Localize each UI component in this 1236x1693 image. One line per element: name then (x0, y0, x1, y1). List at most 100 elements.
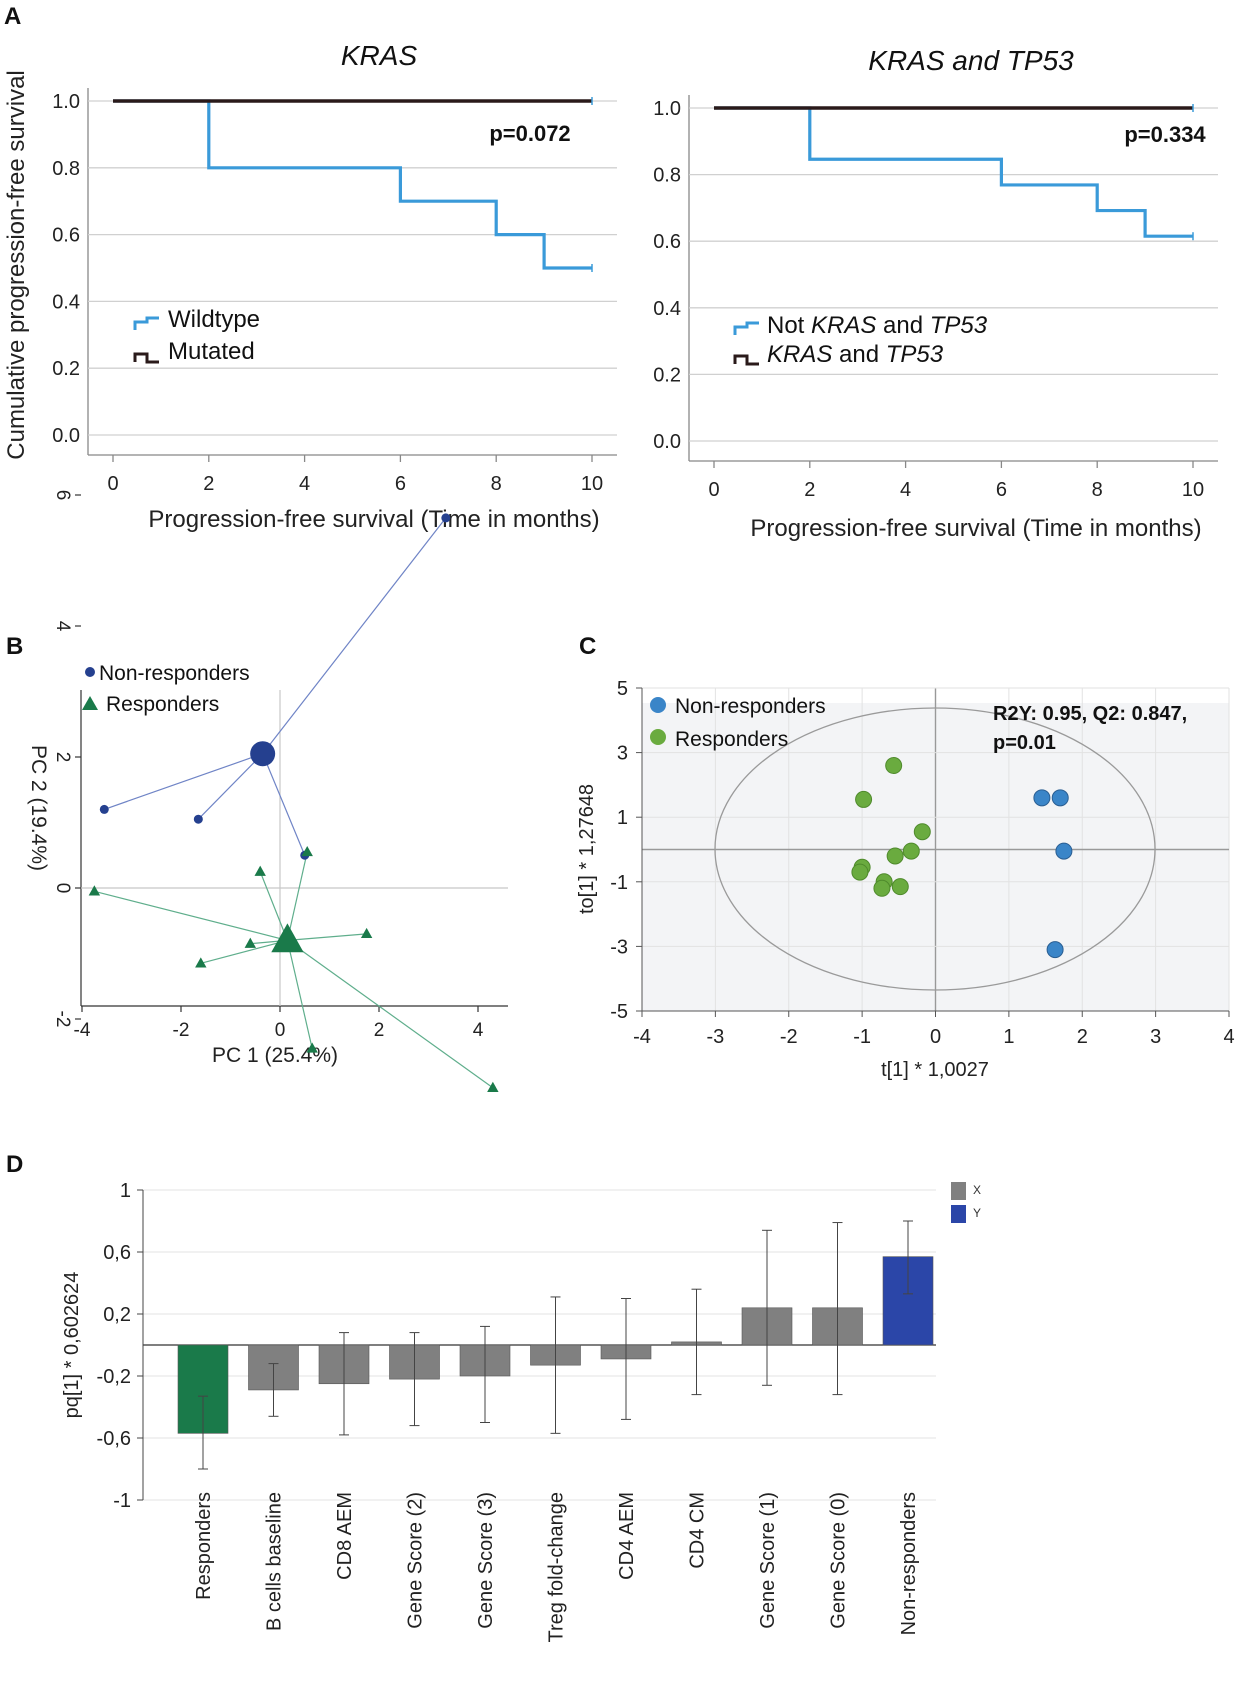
pca-responder-point (360, 927, 373, 939)
loadings-category-label: Non-responders (898, 1492, 920, 1635)
km-kras-tp53-legend: Not KRAS and TP53 KRAS and TP53 (733, 312, 988, 368)
pca-ytick-label: -2 (52, 1011, 73, 1028)
pca-xlabel: PC 1 (25.4%) (212, 1044, 338, 1067)
a1-ytick-label: 0.2 (52, 358, 80, 380)
pca-responder-point (88, 885, 101, 896)
opls-da-plot: -4 -3 -2 -1 0 1 2 3 4 -5 -3 -1 1 3 5 t[1] * 1,0027 to[… (576, 678, 1235, 1081)
loadings-legend: X Y (951, 1182, 981, 1223)
pca-responder-link (287, 933, 367, 941)
legend-not-kras-tp53-label: Not KRAS and TP53 (767, 312, 988, 339)
loadings-category-label: CD8 AEM (334, 1492, 356, 1580)
a1-xtick-label: 4 (299, 473, 310, 495)
loadings-ytick-label: -1 (113, 1490, 131, 1512)
loadings-bar-chart: pq[1] * 0,602624 -1 -0,6 -0,2 0,2 0,6 1 Respon… (61, 1180, 981, 1642)
km-kras-tp53-xlabel: Progression-free survival (Time in month… (750, 515, 1201, 542)
pca-ytick-label: 0 (52, 883, 73, 894)
opls-xtick-label: 3 (1150, 1026, 1161, 1048)
legend-text-part: TP53 (930, 312, 988, 339)
pca-nonresponder-link (262, 517, 447, 755)
pca-responder-link (259, 871, 288, 941)
legend-text-part: KRAS (767, 341, 832, 368)
loadings-category-label: Gene Score (3) (475, 1492, 497, 1629)
pca-plot: PC 1 (25.4%) PC 2 (19.4%) -4 -2 0 2 4-20246 … (27, 490, 508, 1092)
legend-responders-marker (82, 696, 98, 710)
a2-xtick-label: 4 (900, 479, 911, 501)
pca-responder-point (301, 845, 313, 857)
km-kras-legend: Wildtype Mutated (133, 306, 260, 365)
pca-ytick-label: 4 (52, 621, 73, 632)
opls-xtick-label: 2 (1077, 1026, 1088, 1048)
legend-mutated-swatch (133, 352, 159, 364)
opls-nonresponder-point (1055, 842, 1073, 860)
loadings-category-label: Gene Score (1) (757, 1492, 779, 1629)
opls-responder-point (851, 863, 869, 881)
a1-ytick-label: 0.4 (52, 291, 80, 313)
a1-series-blue-line (113, 99, 592, 270)
loadings-category-label: CD4 CM (687, 1492, 709, 1569)
pca-nonresponder-link (262, 753, 306, 856)
a2-xtick-label: 10 (1182, 479, 1204, 501)
pca-responder-link (287, 939, 494, 1089)
legend-mutated-label: Mutated (168, 338, 255, 365)
opls-ytick-label: 1 (617, 807, 628, 829)
loadings-ytick-label: -0,2 (97, 1366, 131, 1388)
loadings-ytick-label: 0,6 (103, 1242, 131, 1264)
a1-xtick-label: 8 (491, 473, 502, 495)
km-kras-pvalue: p=0.072 (489, 121, 570, 146)
panel-letter-d: D (6, 1151, 23, 1178)
opls-ytick-label: -1 (610, 872, 628, 894)
legend-text-part: and (876, 312, 929, 339)
a2-ytick-label: 0.0 (653, 431, 681, 453)
a2-xtick-label: 0 (708, 479, 719, 501)
km-kras-title: KRAS (341, 40, 418, 71)
loadings-ytick-label: 1 (120, 1180, 131, 1202)
legend-responders-label: Responders (106, 693, 219, 716)
legend-opls-responders-label: Responders (675, 728, 788, 751)
opls-legend: Non-responders Responders (650, 695, 826, 751)
opls-responder-point (891, 878, 909, 896)
panel-letter-b: B (6, 633, 23, 660)
km-kras-ylabel: Cumulative progression-free survival (3, 70, 30, 459)
opls-ytick-label: -5 (610, 1001, 628, 1023)
opls-xtick-label: 4 (1223, 1026, 1234, 1048)
opls-xtick-label: -4 (633, 1026, 651, 1048)
legend-text-part: and (832, 341, 885, 368)
legend-opls-responders-marker (650, 729, 666, 745)
km-plot-kras: KRAS Cumulative progression-free surviva… (3, 40, 617, 533)
pca-xtick-label: -4 (74, 1020, 91, 1041)
pca-ytick-label: 2 (52, 752, 73, 763)
pca-nonresponder-point (441, 513, 451, 523)
legend-text-part: Not (767, 312, 811, 339)
loadings-ytick-label: -0,6 (97, 1428, 131, 1450)
opls-responder-point (913, 823, 931, 841)
loadings-category-label: Responders (193, 1492, 215, 1600)
opls-responder-point (855, 790, 873, 808)
a1-xtick-label: 0 (107, 473, 118, 495)
legend-x-swatch (951, 1182, 966, 1200)
a1-ytick-label: 0.0 (52, 425, 80, 447)
pca-xtick-label: 2 (374, 1020, 385, 1041)
a1-ytick-label: 0.8 (52, 158, 80, 180)
opls-ytick-label: -3 (610, 936, 628, 958)
opls-ytick-label: 5 (617, 678, 628, 700)
pca-responder-link (286, 940, 313, 1049)
loadings-category-label: B cells baseline (264, 1492, 286, 1631)
opls-nonresponder-point (1033, 789, 1051, 807)
loadings-category-label: Gene Score (2) (405, 1492, 427, 1629)
legend-x-label: X (973, 1183, 981, 1197)
loadings-category-label: CD4 AEM (616, 1492, 638, 1580)
a1-xtick-label: 2 (203, 473, 214, 495)
opls-nonresponder-point (1051, 789, 1069, 807)
pca-xtick-label: 4 (473, 1020, 484, 1041)
km-kras-tp53-pvalue: p=0.334 (1124, 122, 1206, 147)
legend-not-kras-tp53-swatch (733, 321, 759, 335)
pca-responder-point (244, 937, 256, 948)
panel-letter-c: C (579, 633, 596, 660)
legend-text-part: KRAS (811, 312, 876, 339)
opls-ylabel: to[1] * 1,27648 (576, 784, 598, 914)
opls-xtick-label: -1 (853, 1026, 871, 1048)
a1-xtick-label: 6 (395, 473, 406, 495)
legend-wildtype-swatch (133, 316, 159, 330)
loadings-ylabel: pq[1] * 0,602624 (61, 1272, 83, 1419)
loadings-category-label: Treg fold-change (546, 1492, 568, 1642)
